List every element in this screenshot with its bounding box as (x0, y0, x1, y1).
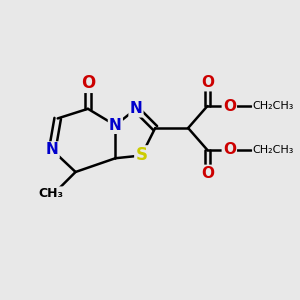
Text: O: O (201, 166, 214, 181)
Text: O: O (223, 142, 236, 158)
Text: CH₂CH₃: CH₂CH₃ (253, 145, 294, 155)
Text: O: O (81, 74, 95, 92)
Text: O: O (201, 75, 214, 90)
Text: S: S (136, 146, 148, 164)
Text: N: N (46, 142, 58, 158)
Text: O: O (223, 99, 236, 114)
Text: N: N (130, 101, 142, 116)
Text: CH₃: CH₃ (38, 188, 63, 200)
Text: CH₂CH₃: CH₂CH₃ (253, 101, 294, 111)
Text: N: N (109, 118, 122, 133)
